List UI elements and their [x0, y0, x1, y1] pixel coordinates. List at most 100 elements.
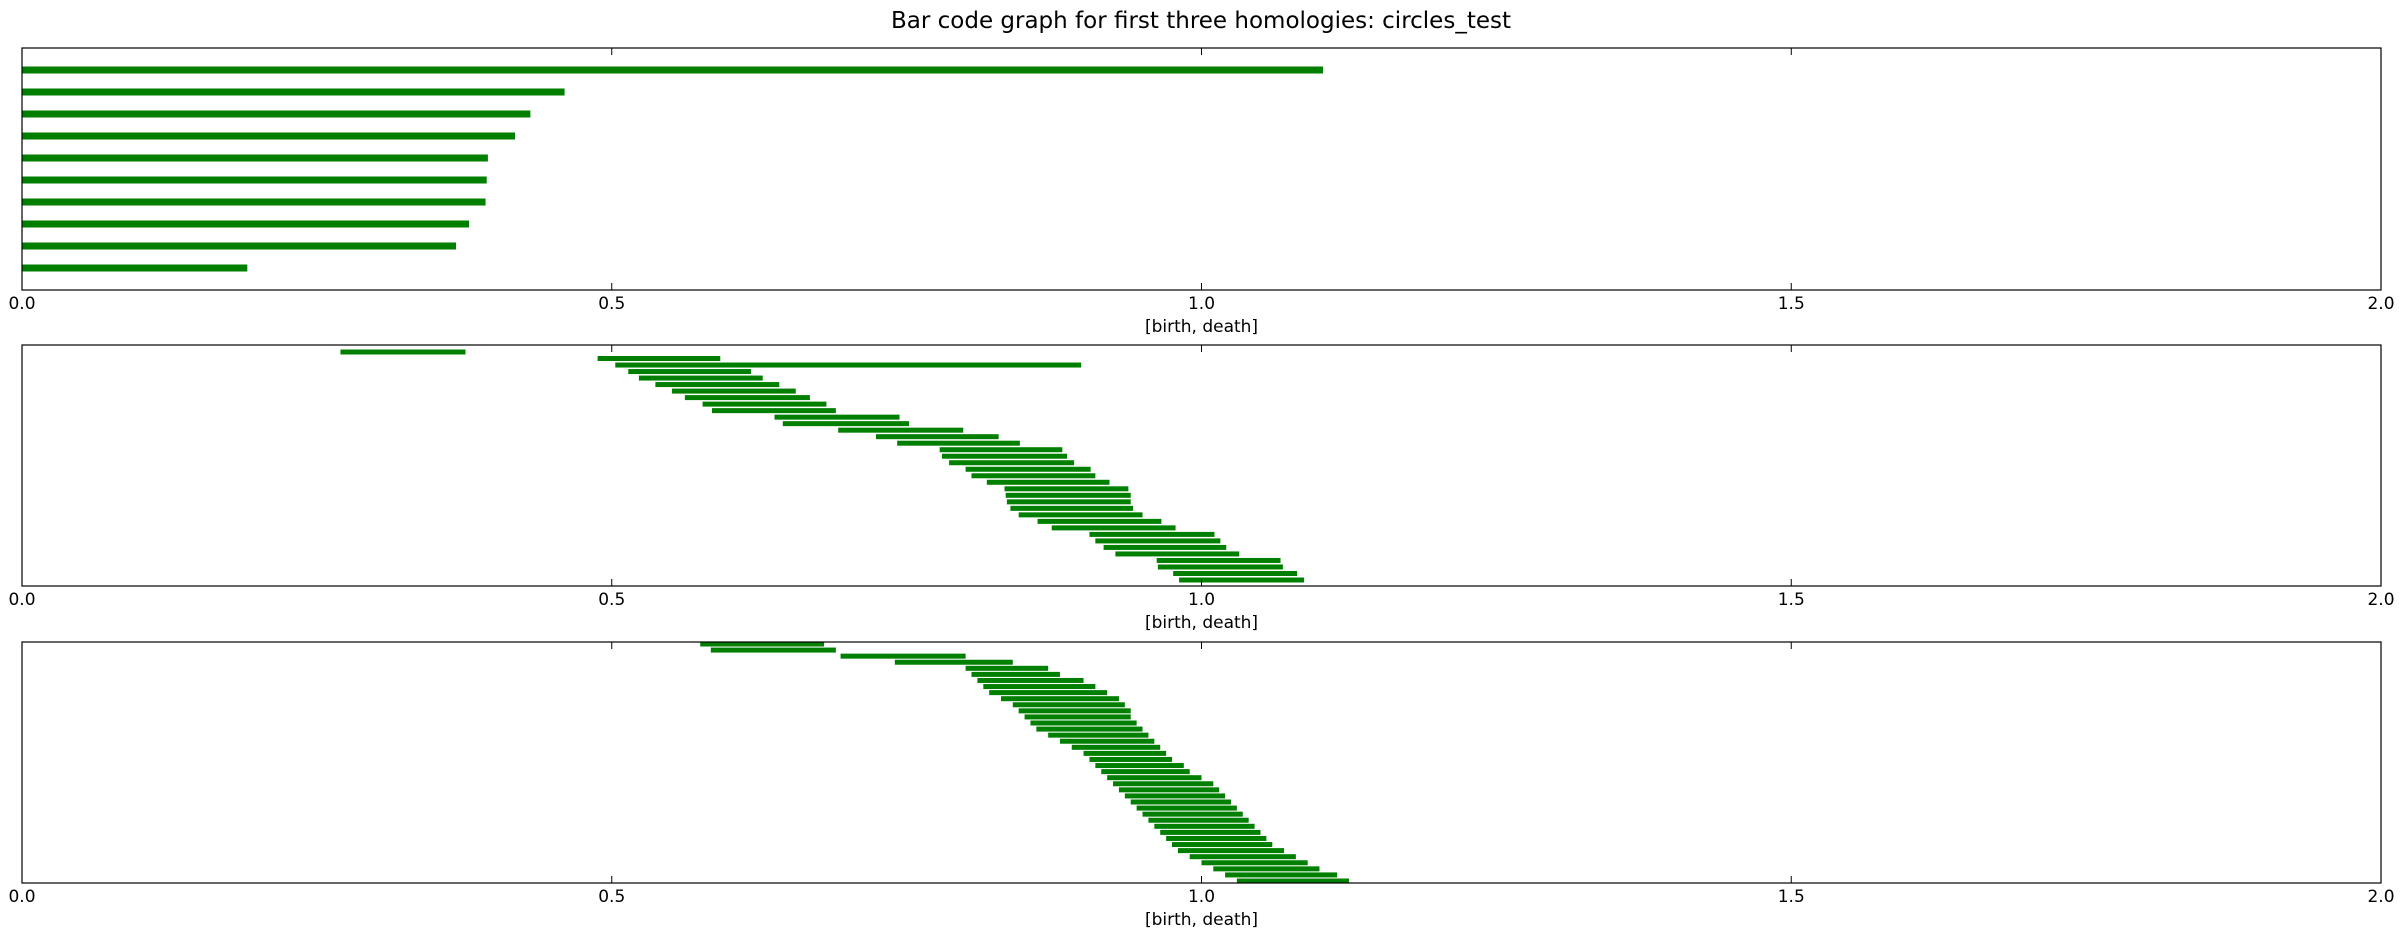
- barcode-bar: [1036, 726, 1143, 732]
- barcode-bar: [1018, 708, 1131, 714]
- x-tick-label: 2.0: [2367, 887, 2394, 907]
- barcode-bar: [655, 382, 780, 388]
- barcode-bar: [1037, 518, 1162, 524]
- barcode-bar: [22, 110, 531, 118]
- barcode-bar: [22, 132, 516, 140]
- barcode-bar: [1030, 720, 1137, 726]
- barcode-bar: [1136, 805, 1237, 811]
- barcode-bar: [840, 653, 966, 659]
- x-axis-label: [birth, death]: [1145, 910, 1258, 930]
- barcode-bar: [1103, 544, 1227, 550]
- barcode-bar: [1177, 848, 1285, 854]
- x-tick-label: 0.0: [8, 887, 35, 907]
- barcode-bar: [22, 220, 470, 228]
- barcode-bar: [1148, 817, 1249, 823]
- barcode-bar: [897, 440, 1020, 446]
- barcode-bar: [1089, 531, 1215, 537]
- barcode-bar: [1071, 744, 1161, 750]
- barcode-bar: [1172, 842, 1273, 848]
- barcode-bar: [22, 242, 457, 250]
- barcode-bar: [949, 460, 1075, 466]
- x-tick-label: 2.0: [2367, 590, 2394, 610]
- barcode-bar: [1156, 557, 1281, 563]
- barcode-bar: [1095, 538, 1221, 544]
- barcode-bar: [1024, 714, 1131, 720]
- barcode-bar: [1189, 854, 1296, 860]
- x-tick-label: 0.0: [8, 590, 35, 610]
- x-tick-label: 1.0: [1188, 590, 1215, 610]
- barcode-bar: [22, 198, 486, 206]
- barcode-bar: [1095, 763, 1184, 769]
- barcode-bar: [684, 395, 810, 401]
- barcode-bar: [983, 684, 1096, 690]
- x-tick-label: 0.0: [8, 294, 35, 314]
- barcode-bar: [1107, 775, 1202, 781]
- barcode-bar: [1113, 781, 1214, 787]
- barcode-bar: [1124, 793, 1226, 799]
- barcode-bar: [702, 401, 827, 407]
- x-axis-label: [birth, death]: [1145, 613, 1258, 633]
- barcode-bar: [712, 408, 836, 414]
- x-tick-label: 1.5: [1778, 887, 1805, 907]
- barcode-bar: [671, 388, 796, 394]
- barcode-bar: [1005, 492, 1131, 498]
- barcode-bar: [340, 349, 466, 355]
- barcode-bar: [942, 453, 1068, 459]
- barcode-bar: [1236, 878, 1349, 884]
- barcode-bar: [710, 647, 836, 653]
- barcode-bar: [1166, 835, 1267, 841]
- barcode-bar: [1225, 872, 1338, 878]
- barcode-bar: [1118, 787, 1220, 793]
- barcode-bar: [1213, 866, 1320, 872]
- barcode-bar: [894, 659, 1013, 665]
- barcode-bar: [875, 434, 999, 440]
- barcode-bar: [939, 447, 1063, 453]
- barcode-bar: [1018, 512, 1143, 518]
- barcode-bar: [971, 473, 1096, 479]
- barcode-bar: [1059, 738, 1155, 744]
- barcode-bar: [1142, 811, 1243, 817]
- barcode-bar: [1101, 769, 1190, 775]
- barcode-bar: [1089, 756, 1173, 762]
- barcode-bar: [1012, 702, 1125, 708]
- barcode-bar: [22, 66, 1323, 74]
- barcode-bar: [1154, 823, 1255, 829]
- barcode-bar: [838, 427, 964, 433]
- barcode-bar: [1006, 499, 1131, 505]
- barcode-bar: [971, 671, 1060, 677]
- barcode-bar: [1010, 505, 1134, 511]
- barcode-bar: [1083, 750, 1167, 756]
- barcode-bar: [1000, 696, 1119, 702]
- barcode-panel-h0: 0.0 0.5 1.0 1.5 2.0 [birth, death]: [8, 47, 2395, 337]
- barcode-bar: [1051, 525, 1176, 531]
- barcode-bar: [1179, 577, 1305, 583]
- x-tick-label: 0.5: [598, 590, 625, 610]
- figure-title: Bar code graph for first three homologie…: [891, 8, 1511, 34]
- barcode-bar: [774, 414, 900, 420]
- barcode-bar: [22, 88, 565, 96]
- x-tick-label: 1.0: [1188, 887, 1215, 907]
- barcode-bar: [615, 362, 1082, 368]
- barcode-bar: [989, 690, 1108, 696]
- barcode-bar: [1115, 551, 1240, 557]
- panels: 0.0 0.5 1.0 1.5 2.0 [birth, death] 0.0 0.5 1.0 1.…: [8, 47, 2395, 930]
- barcode-bar: [1201, 860, 1308, 866]
- barcode-panel-h1: 0.0 0.5 1.0 1.5 2.0 [birth, death]: [8, 344, 2395, 633]
- barcode-bar: [986, 479, 1110, 485]
- barcode-bar: [977, 677, 1084, 683]
- barcode-bar: [965, 466, 1091, 472]
- barcode-bar: [22, 176, 487, 184]
- x-tick-label: 0.5: [598, 887, 625, 907]
- barcode-bar: [782, 421, 909, 427]
- barcode-bar: [1130, 799, 1231, 805]
- x-axis-label: [birth, death]: [1145, 317, 1258, 337]
- barcode-bar: [1160, 829, 1261, 835]
- barcode-bar: [638, 375, 763, 381]
- barcode-bar: [700, 641, 825, 647]
- barcode-bar: [628, 369, 751, 375]
- x-tick-label: 2.0: [2367, 294, 2394, 314]
- barcode-bar: [22, 264, 248, 272]
- x-tick-label: 1.5: [1778, 590, 1805, 610]
- barcode-bar: [1004, 486, 1129, 492]
